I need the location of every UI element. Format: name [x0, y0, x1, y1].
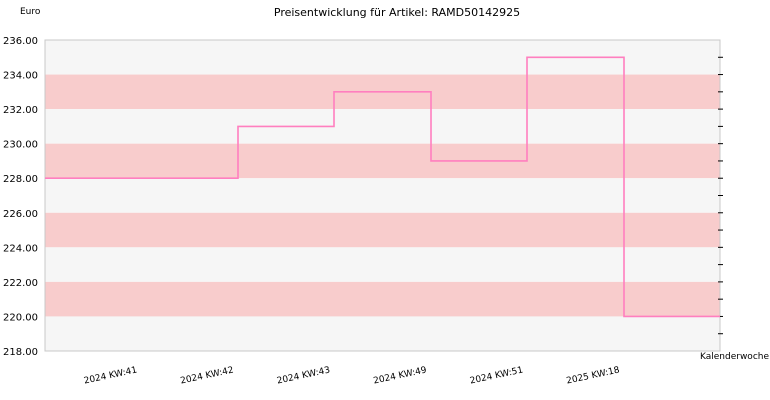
x-tick-label: 2025 KW:18 [566, 365, 621, 386]
right-minor-ticks [718, 56, 723, 335]
y-tick-label: 228.00 [3, 174, 38, 185]
y-tick-label: 230.00 [3, 140, 38, 151]
band-4 [45, 178, 720, 213]
price-series-line [45, 56, 720, 318]
y-tick-label: 236.00 [3, 36, 38, 47]
chart-title: Preisentwicklung für Artikel: RAMD501429… [274, 6, 520, 19]
y-tick-label: 232.00 [3, 105, 38, 116]
y-tick-label: 226.00 [3, 209, 38, 220]
y-tick-label: 224.00 [3, 243, 38, 254]
band-8 [45, 316, 720, 351]
x-axis-ticks: 2024 KW:41 2024 KW:42 2024 KW:43 2024 KW:49… [83, 365, 621, 386]
x-tick-label: 2024 KW:43 [276, 366, 331, 387]
background-bands [45, 40, 720, 351]
y-axis-ticks: 218.00 220.00 222.00 224.00 226.00 228.00 230.… [3, 36, 38, 358]
y-tick-label: 234.00 [3, 71, 38, 82]
band-2 [45, 109, 720, 144]
x-tick-label: 2024 KW:42 [180, 366, 235, 387]
band-3 [45, 143, 720, 179]
x-tick-label: 2024 KW:41 [83, 366, 138, 387]
band-7 [45, 281, 720, 317]
y-tick-label: 218.00 [3, 347, 38, 358]
band-6 [45, 247, 720, 282]
y-axis-label: Euro [20, 7, 41, 17]
y-tick-label: 220.00 [3, 312, 38, 323]
x-axis-label: Kalenderwoche [700, 352, 769, 362]
x-tick-label: 2024 KW:51 [469, 366, 524, 387]
y-tick-label: 222.00 [3, 278, 38, 289]
x-tick-label: 2024 KW:49 [373, 365, 428, 386]
band-5 [45, 212, 720, 248]
